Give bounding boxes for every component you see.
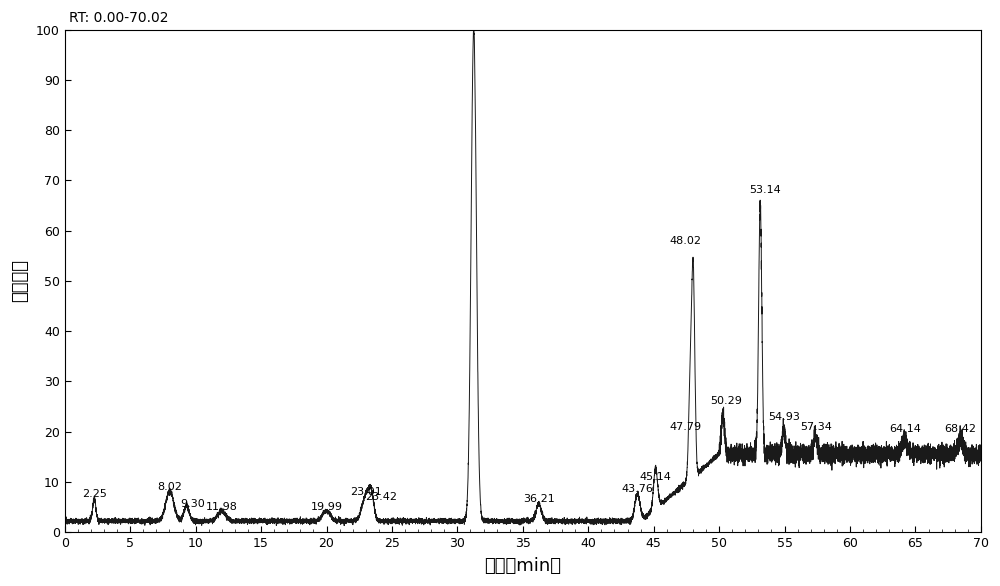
Text: 53.14: 53.14	[749, 185, 781, 196]
Text: 9.30: 9.30	[181, 499, 205, 509]
Y-axis label: 相对丰度: 相对丰度	[11, 260, 29, 302]
Text: 43.76: 43.76	[622, 485, 653, 495]
Text: 8.02: 8.02	[157, 482, 182, 492]
X-axis label: 时间（min）: 时间（min）	[484, 557, 561, 575]
Text: 31.25: 31.25	[458, 15, 490, 25]
Text: 64.14: 64.14	[889, 424, 921, 434]
Text: 11.98: 11.98	[206, 502, 238, 512]
Text: 2.25: 2.25	[82, 489, 107, 499]
Text: 23.42: 23.42	[365, 492, 397, 502]
Text: 54.93: 54.93	[769, 411, 801, 421]
Text: 19.99: 19.99	[310, 502, 342, 512]
Text: 50.29: 50.29	[710, 397, 742, 407]
Text: 36.21: 36.21	[523, 495, 555, 505]
Text: 48.02: 48.02	[669, 236, 701, 246]
Text: 47.79: 47.79	[669, 421, 701, 432]
Text: 45.14: 45.14	[640, 472, 671, 482]
Text: RT: 0.00-70.02: RT: 0.00-70.02	[69, 11, 169, 25]
Text: 23.01: 23.01	[350, 487, 382, 497]
Text: 57.34: 57.34	[800, 421, 832, 432]
Text: 68.42: 68.42	[944, 424, 976, 434]
